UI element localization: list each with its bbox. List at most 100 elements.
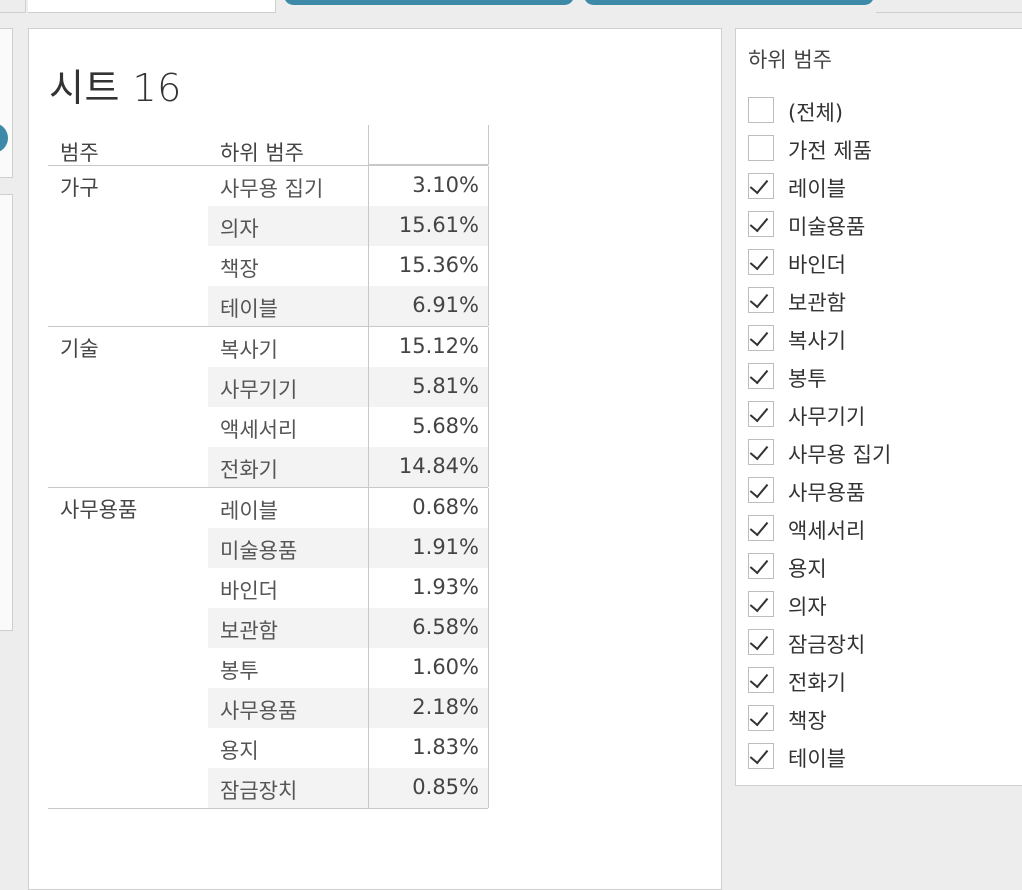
panel-toggle-handle[interactable] [0,123,8,153]
table-row: 사무기기 5.81% [48,367,489,407]
value-text: 1.91% [412,535,479,559]
value-cell[interactable]: 1.60% [368,648,489,688]
subcategory-cell[interactable]: 사무기기 [208,367,368,407]
value-cell[interactable]: 0.68% [368,488,489,528]
checkmark-icon [749,364,769,385]
header-subcategory[interactable]: 하위 범주 [220,141,304,165]
table-row: 책장 15.36% [48,246,489,286]
subcategory-cell[interactable]: 테이블 [208,286,368,326]
value-cell[interactable]: 5.68% [368,407,489,447]
subcategory-label: 사무용품 [220,699,298,723]
table-bottom-border [48,808,488,809]
checkbox[interactable] [748,553,774,579]
subcategory-cell[interactable]: 미술용품 [208,528,368,568]
value-cell[interactable]: 15.61% [368,206,489,246]
checkbox[interactable] [748,325,774,351]
value-cell[interactable]: 1.83% [368,728,489,768]
table-header-row: 범주 하위 범주 [48,125,489,165]
checkbox[interactable] [748,515,774,541]
checkbox[interactable] [748,135,774,161]
category-label[interactable]: 가구 [60,176,99,200]
toolbar-button-1[interactable] [284,0,574,5]
checkbox[interactable] [748,629,774,655]
table-group: 가구 사무용 집기 3.10% 의자 15.61% 책장 15.36% 테이블 6.91% [48,165,489,326]
value-cell[interactable]: 0.85% [368,768,489,808]
checkbox[interactable] [748,439,774,465]
checkbox[interactable] [748,591,774,617]
filter-item-label: 복사기 [788,329,846,353]
filter-item-label: 사무기기 [788,405,866,429]
checkmark-icon [749,440,769,461]
table-group: 사무용품 레이블 0.68% 미술용품 1.91% 바인더 1.93% 보관함 6.58% 봉투 1… [48,487,489,808]
table-row: 레이블 0.68% [48,488,489,528]
left-side-panel-bottom [0,194,13,631]
checkmark-icon [749,668,769,689]
checkbox[interactable] [748,249,774,275]
checkbox[interactable] [748,211,774,237]
value-cell[interactable]: 1.91% [368,528,489,568]
sheet-title: 시트 16 [49,66,182,110]
table-row: 복사기 15.12% [48,327,489,367]
subcategory-cell[interactable]: 잠금장치 [208,768,368,808]
checkbox[interactable] [748,401,774,427]
subcategory-cell[interactable]: 용지 [208,728,368,768]
value-text: 3.10% [412,173,479,197]
filter-item-label: 가전 제품 [788,139,872,163]
value-text: 14.84% [398,454,479,478]
value-text: 15.61% [398,213,479,237]
subcategory-cell[interactable]: 복사기 [208,327,368,367]
category-label[interactable]: 사무용품 [60,498,138,522]
checkmark-icon [749,706,769,727]
checkbox[interactable] [748,667,774,693]
subcategory-cell[interactable]: 봉투 [208,648,368,688]
subcategory-label: 액세서리 [220,418,298,442]
subcategory-label: 잠금장치 [220,779,298,803]
subcategory-label: 사무기기 [220,378,298,402]
toolbar-divider [876,12,1022,13]
category-label[interactable]: 기술 [60,337,99,361]
value-text: 1.93% [412,575,479,599]
subcategory-cell[interactable]: 전화기 [208,447,368,487]
subcategory-cell[interactable]: 책장 [208,246,368,286]
checkmark-icon [749,174,769,195]
filter-item-label: 잠금장치 [788,633,866,657]
toolbar-button-2[interactable] [584,0,874,5]
header-value-cell [368,125,489,165]
subcategory-cell[interactable]: 바인더 [208,568,368,608]
value-cell[interactable]: 2.18% [368,688,489,728]
checkbox[interactable] [748,97,774,123]
table-row: 바인더 1.93% [48,568,489,608]
value-cell[interactable]: 6.91% [368,286,489,326]
toolbar-left-tab[interactable] [0,0,26,13]
value-cell[interactable]: 15.12% [368,327,489,367]
table-row: 액세서리 5.68% [48,407,489,447]
checkbox[interactable] [748,477,774,503]
value-cell[interactable]: 14.84% [368,447,489,487]
subcategory-cell[interactable]: 레이블 [208,488,368,528]
value-text: 1.83% [412,735,479,759]
toolbar-middle-tab[interactable] [28,0,276,13]
value-cell[interactable]: 1.93% [368,568,489,608]
subcategory-label: 책장 [220,257,259,281]
checkbox[interactable] [748,173,774,199]
table-group: 기술 복사기 15.12% 사무기기 5.81% 액세서리 5.68% 전화기 14.84% [48,326,489,487]
checkmark-icon [749,554,769,575]
header-category[interactable]: 범주 [60,141,99,165]
checkbox[interactable] [748,743,774,769]
value-cell[interactable]: 5.81% [368,367,489,407]
checkbox[interactable] [748,287,774,313]
checkbox[interactable] [748,705,774,731]
subcategory-cell[interactable]: 보관함 [208,608,368,648]
value-cell[interactable]: 3.10% [368,166,489,206]
subcategory-cell[interactable]: 사무용 집기 [208,166,368,206]
table-row: 전화기 14.84% [48,447,489,487]
subcategory-cell[interactable]: 사무용품 [208,688,368,728]
subcategory-cell[interactable]: 의자 [208,206,368,246]
subcategory-label: 전화기 [220,458,278,482]
subcategory-filter-card: 하위 범주 (전체) 가전 제품 레이블 미술용품 바인더 보관함 복사기 봉투 사무기기 사무용… [735,28,1022,786]
subcategory-cell[interactable]: 액세서리 [208,407,368,447]
checkbox[interactable] [748,363,774,389]
value-cell[interactable]: 15.36% [368,246,489,286]
crosstab-table: 범주 하위 범주 가구 사무용 집기 3.10% 의자 15.61% 책장 15.36% 테이… [48,125,489,809]
value-cell[interactable]: 6.58% [368,608,489,648]
